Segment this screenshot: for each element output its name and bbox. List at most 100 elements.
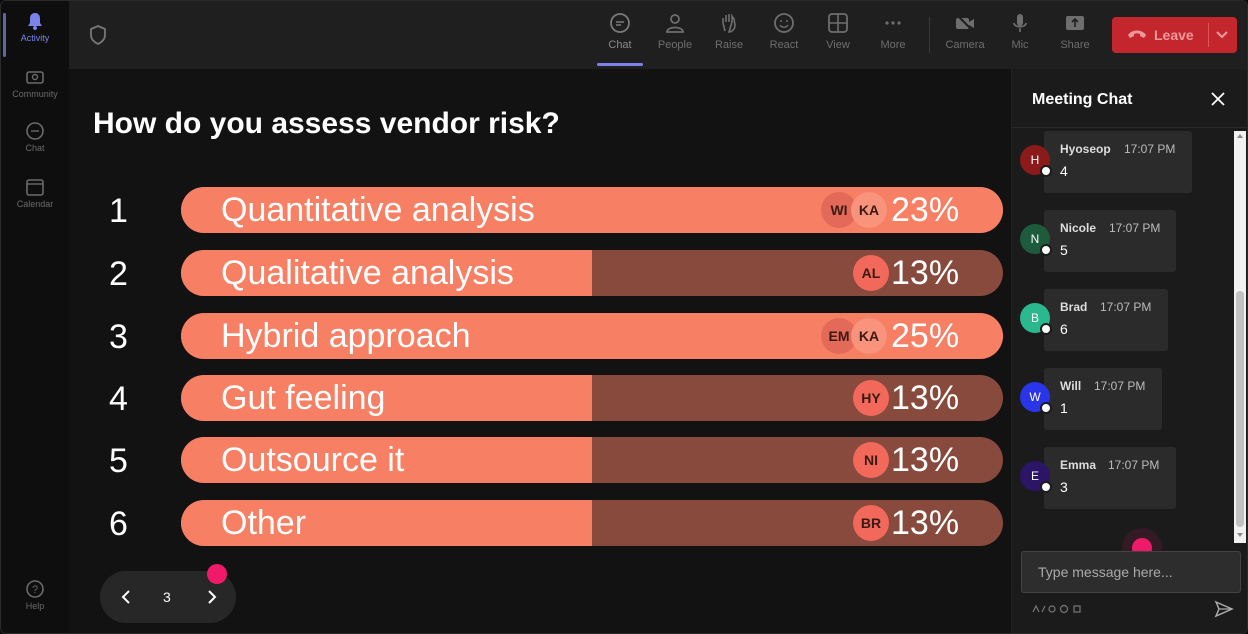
bell-icon [28,13,42,30]
rail-item-calendar[interactable]: Calendar [1,177,69,209]
voter-avatars: AL [853,255,889,291]
option-number: 4 [109,380,128,418]
toolbar-button-label: More [880,39,906,51]
toolbar-share-button[interactable]: Share [1050,11,1100,51]
rail-item-help[interactable]: ? Help [1,579,69,611]
message-author: Emma [1060,458,1097,472]
toolbar-button-label: View [826,39,850,51]
poll-option[interactable]: 3 Hybrid approach EM KA 25% [93,313,1013,359]
poll-stage: How do you assess vendor risk? 1 Quantita… [69,69,1013,633]
avatar: NI [853,442,889,478]
avatar: BR [853,505,889,541]
option-bar-fill [181,375,592,421]
avatar-initial: W [1029,390,1041,404]
chat-title: Meeting Chat [1032,91,1133,108]
option-number: 5 [109,442,128,480]
poll-option[interactable]: 1 Quantitative analysis WI KA 23% [93,187,1013,233]
chat-icon [610,13,630,33]
format-tools-icon[interactable] [1032,604,1088,614]
poll-option[interactable]: 4 Gut feeling HY 13% [93,375,1013,421]
option-number: 1 [109,192,128,230]
message-time: 17:07 PM [1109,221,1161,235]
option-label: Qualitative analysis [221,254,514,292]
send-icon[interactable] [1214,600,1234,618]
option-percent: 25% [891,317,960,355]
message-time: 17:07 PM [1094,379,1146,393]
leave-button[interactable]: Leave [1112,17,1237,53]
message-text: 5 [1060,242,1068,258]
calendar-icon [26,179,44,196]
poll-option[interactable]: 5 Outsource it NI 13% [93,437,1013,483]
toolbar-camera-button[interactable]: Camera [940,11,990,51]
rail-item-community[interactable]: Community [1,67,69,99]
toolbar-mic-button[interactable]: Mic [995,11,1045,51]
status-indicator [1040,481,1052,493]
toolbar-button-label: Mic [1011,39,1029,51]
rail-item-label: Community [12,89,58,99]
message-time: 17:07 PM [1108,458,1160,472]
option-bar-fill [181,437,592,483]
option-percent: 13% [891,504,960,542]
poll-option[interactable]: 2 Qualitative analysis AL 13% [93,250,1013,296]
avatar: H [1020,145,1052,177]
chat-message: Hyoseop 17:07 PM 4 [1044,131,1192,193]
avatar-initial: E [1030,469,1039,483]
toolbar-chat-button[interactable]: Chat [595,11,645,51]
option-bar-fill [181,250,592,296]
option-bar [181,375,1003,421]
toolbar-people-button[interactable]: People [650,11,700,51]
grid-icon [828,13,848,33]
message-time: 17:07 PM [1100,300,1152,314]
toolbar-button-label: Chat [608,39,632,51]
toolbar-button-label: Raise [714,39,744,51]
hand-icon [722,13,736,33]
chevron-down-icon[interactable] [1214,28,1230,42]
chat-scroll-thumb[interactable] [1236,291,1244,527]
option-label: Gut feeling [221,379,386,417]
help-icon: ? [26,580,44,598]
rail-item-chat[interactable]: Chat [1,121,69,153]
poll-question: How do you assess vendor risk? [93,107,560,140]
avatar: W [1020,382,1052,414]
poll-option[interactable]: 6 Other BR 13% [93,500,1013,546]
toolbar-button-label: Share [1060,39,1090,51]
toolbar-more-button[interactable]: More [868,11,918,51]
voter-avatars: WI KA [821,192,891,228]
toolbar-view-button[interactable]: View [813,11,863,51]
rail-item-label: Calendar [16,199,54,209]
chat-divider [1012,127,1247,128]
message-author: Hyoseop [1060,142,1111,156]
avatar: KA [851,318,887,354]
phone-hangup-icon [1128,30,1146,38]
close-icon[interactable] [1210,91,1226,107]
chat-message: Brad 17:07 PM 6 [1044,289,1168,351]
chat-message-input[interactable] [1021,551,1241,593]
avatar: N [1020,224,1052,256]
chat-icon [26,122,44,140]
avatar: E [1020,461,1052,493]
rail-item-label: Activity [20,33,50,43]
shield-icon[interactable] [89,25,107,45]
chat-message: Nicole 17:07 PM 5 [1044,210,1176,272]
chevron-right-icon[interactable] [202,588,220,606]
option-number: 2 [109,255,128,293]
avatar: B [1020,303,1052,335]
toolbar-raise-button[interactable]: Raise [704,11,754,51]
message-text: 4 [1060,163,1068,179]
rail-item-activity[interactable]: Activity [1,11,69,57]
toolbar-divider [929,17,930,53]
leave-divider [1208,23,1209,47]
smiley-icon [774,13,794,33]
chevron-left-icon[interactable] [118,588,136,606]
more-icon [885,21,901,25]
message-text: 6 [1060,321,1068,337]
option-bar-fill [181,500,592,546]
scroll-up-icon[interactable] [1236,132,1244,140]
option-percent: 13% [891,254,960,292]
toolbar-react-button[interactable]: React [759,11,809,51]
rail-item-label: Help [25,601,45,611]
voter-avatars: EM KA [821,318,891,354]
scroll-down-icon[interactable] [1236,531,1244,539]
option-number: 6 [109,505,128,543]
